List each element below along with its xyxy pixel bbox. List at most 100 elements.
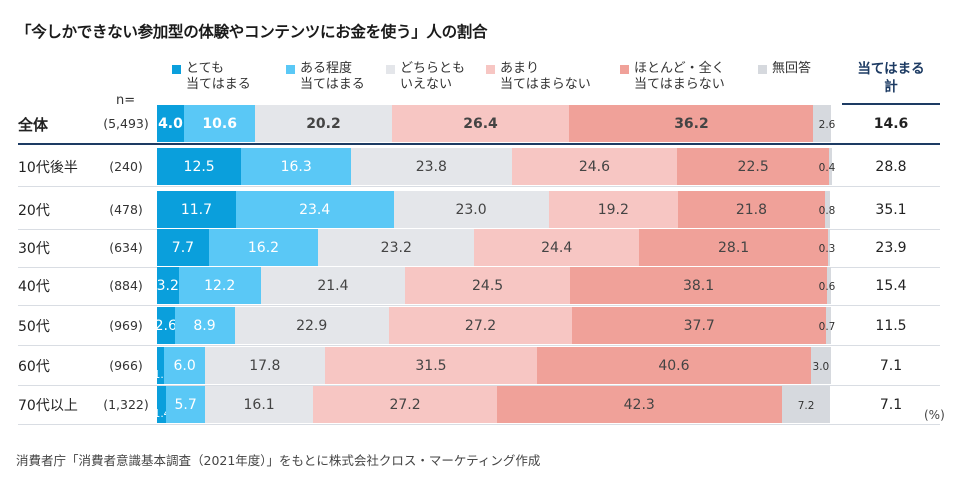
segment-value-label: 24.5 — [472, 277, 504, 294]
bar-segment — [511, 148, 678, 185]
bar-segment — [677, 148, 829, 185]
bar-segment — [496, 386, 782, 423]
segment-value-label: 22.9 — [296, 317, 328, 334]
segment-value-label: 21.4 — [317, 277, 349, 294]
segment-value-label: 2.6 — [154, 317, 177, 334]
segment-value-label: 16.1 — [243, 396, 275, 413]
total-value: 28.8 — [875, 158, 907, 175]
row-separator — [18, 186, 940, 187]
segment-value-label: 1.4 — [153, 407, 171, 420]
row-label: 20代 — [18, 202, 50, 219]
segment-value-label: 27.2 — [389, 396, 421, 413]
no-answer-label: 7.2 — [797, 399, 815, 412]
row-label: 70代以上 — [18, 397, 78, 414]
bar-segment — [828, 229, 831, 266]
segment-value-label: 6.0 — [173, 357, 196, 374]
bar-segment — [324, 347, 538, 384]
bar-segment — [548, 191, 678, 228]
segment-value-label: 5.7 — [174, 396, 197, 413]
bar-segment — [157, 307, 175, 344]
total-header: 当てはまる 計 — [842, 60, 940, 96]
bar-segment — [174, 307, 235, 344]
bar-segment — [260, 267, 406, 304]
no-answer-label: 0.6 — [818, 280, 836, 293]
segment-value-label: 4.0 — [158, 115, 183, 132]
segment-value-label: 23.2 — [380, 239, 412, 256]
segment-value-label: 11.7 — [180, 201, 213, 218]
segment-value-label: 24.6 — [578, 158, 611, 175]
row-n: (969) — [109, 317, 143, 333]
bar-segment — [638, 229, 829, 266]
bar-segment — [474, 229, 639, 266]
total-value: 23.9 — [875, 239, 907, 256]
total-value: 7.1 — [879, 396, 903, 413]
bar-segment — [828, 148, 832, 185]
no-answer-label: 2.6 — [818, 118, 836, 131]
n-header: n= — [116, 93, 136, 108]
no-answer-label: 0.3 — [818, 242, 836, 255]
total-value: 35.1 — [875, 201, 907, 218]
bar-segment — [234, 307, 389, 344]
bar-segment — [157, 105, 184, 142]
row-separator — [18, 345, 940, 346]
segment-value-label: 3.2 — [156, 277, 179, 294]
bar-segment — [313, 386, 497, 423]
segment-value-label: 31.5 — [415, 357, 447, 374]
bar-segment — [393, 191, 549, 228]
row-n: (5,493) — [103, 115, 149, 131]
legend-swatch — [386, 65, 395, 74]
legend-swatch — [172, 65, 181, 74]
row-separator — [18, 385, 940, 386]
bar-segment — [241, 148, 352, 185]
row-label: 40代 — [18, 278, 50, 295]
segment-value-label: 37.7 — [683, 317, 715, 334]
bar-segment — [157, 267, 179, 304]
row-n: (634) — [109, 239, 143, 255]
segment-value-label: 17.8 — [249, 357, 281, 374]
bar-segment — [388, 307, 573, 344]
no-answer-label: 3.0 — [812, 360, 830, 373]
legend-label: どちらとも いえない — [400, 61, 466, 92]
total-value: 15.4 — [875, 277, 907, 294]
bar-segment — [781, 386, 831, 423]
row-separator — [18, 424, 940, 425]
source-note: 消費者庁「消費者意識基本調査（2021年度）」をもとに株式会社クロス・マーケティ… — [16, 453, 541, 468]
segment-value-label: 27.2 — [464, 317, 497, 334]
bar-segment — [318, 229, 475, 266]
bar-segment — [157, 347, 165, 384]
legend-swatch — [286, 65, 295, 74]
bar-segment — [157, 191, 236, 228]
bar-segment — [826, 307, 831, 344]
segment-value-label: 16.3 — [280, 158, 312, 175]
legend-swatch — [486, 65, 495, 74]
segment-value-label: 16.2 — [247, 239, 280, 256]
segment-value-label: 26.4 — [463, 115, 498, 132]
bar-segment — [813, 105, 831, 142]
bar-segment — [178, 267, 261, 304]
bar-segment — [255, 105, 392, 142]
bar-segment — [183, 105, 256, 142]
bar-segment — [826, 267, 831, 304]
row-label: 10代後半 — [18, 159, 78, 176]
bar-segment — [569, 105, 814, 142]
bar-segment — [391, 105, 570, 142]
segment-value-label: 23.0 — [455, 201, 487, 218]
bar-segment — [572, 307, 827, 344]
no-answer-label: 0.7 — [818, 320, 836, 333]
row-n: (240) — [109, 158, 143, 174]
bar-segment — [570, 267, 827, 304]
total-value: 11.5 — [875, 317, 907, 334]
segment-value-label: 21.8 — [735, 201, 768, 218]
bar-segment — [208, 229, 319, 266]
total-value: 7.1 — [879, 357, 903, 374]
segment-value-label: 22.5 — [737, 158, 769, 175]
bar-segment — [157, 386, 167, 423]
legend-label: 無回答 — [772, 61, 812, 76]
row-label: 30代 — [18, 240, 50, 257]
legend-label: ある程度 当てはまる — [300, 61, 365, 92]
segment-value-label: 8.9 — [193, 317, 216, 334]
segment-value-label: 10.6 — [202, 115, 237, 132]
row-separator — [18, 305, 940, 306]
legend-label: あまり 当てはまらない — [500, 61, 591, 92]
row-n: (1,322) — [103, 396, 149, 412]
